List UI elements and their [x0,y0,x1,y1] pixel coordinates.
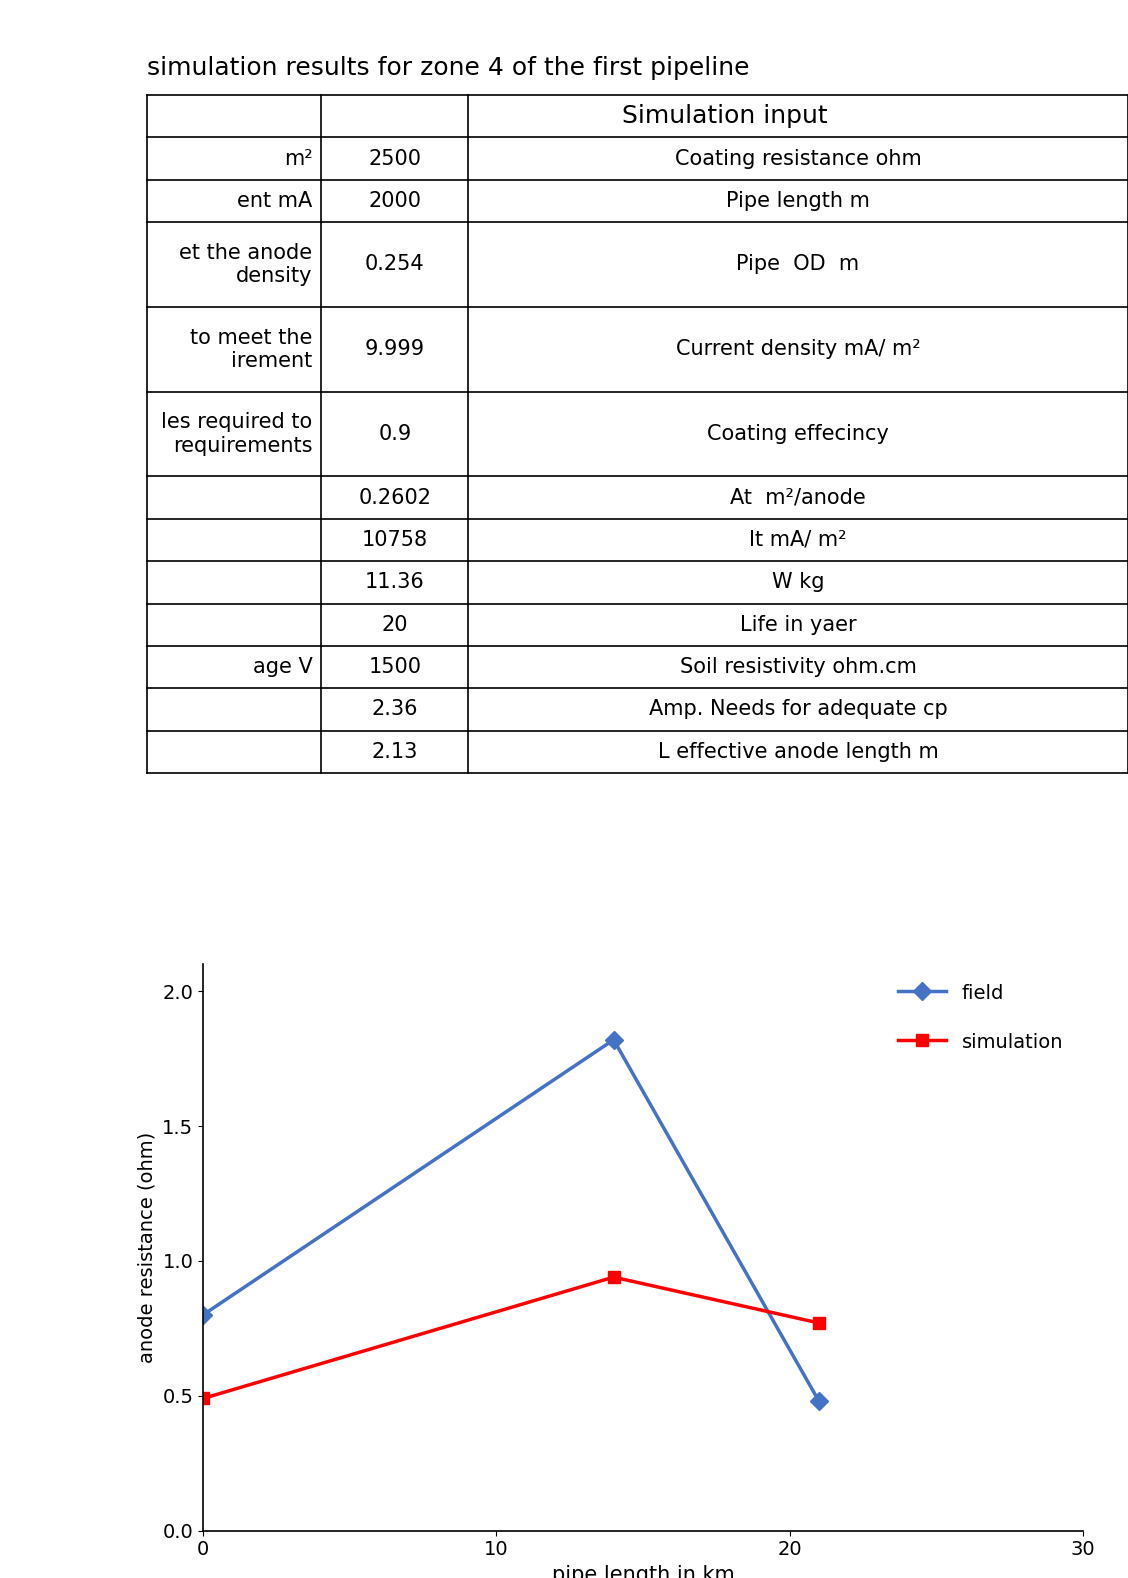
Text: Pipe length m: Pipe length m [726,191,870,211]
Text: 2.36: 2.36 [371,699,418,720]
Text: 2.13: 2.13 [371,742,418,762]
Text: Current density mA/ m²: Current density mA/ m² [676,339,920,360]
X-axis label: pipe length in km: pipe length in km [552,1565,734,1578]
Text: 0.9: 0.9 [378,424,412,443]
Text: 11.36: 11.36 [365,573,424,592]
Text: ent mA: ent mA [237,191,312,211]
Text: Simulation input: Simulation input [622,104,828,128]
Text: 10758: 10758 [362,530,428,551]
Text: W kg: W kg [772,573,825,592]
Text: age V: age V [253,656,312,677]
Text: 0.254: 0.254 [365,254,424,275]
Text: At  m²/anode: At m²/anode [730,488,866,508]
Text: L effective anode length m: L effective anode length m [658,742,938,762]
Text: Coating resistance ohm: Coating resistance ohm [675,148,922,169]
Text: 1500: 1500 [369,656,421,677]
Text: et the anode
density: et the anode density [179,243,312,286]
Text: les required to
requirements: les required to requirements [161,412,312,456]
Text: 20: 20 [381,615,408,634]
Text: Life in yaer: Life in yaer [740,615,856,634]
Text: Amp. Needs for adequate cp: Amp. Needs for adequate cp [649,699,948,720]
Text: 0.2602: 0.2602 [359,488,431,508]
Text: Coating effecincy: Coating effecincy [707,424,889,443]
Y-axis label: anode resistance (ohm): anode resistance (ohm) [138,1131,157,1363]
Text: Pipe  OD  m: Pipe OD m [737,254,860,275]
Text: 9.999: 9.999 [364,339,425,360]
Text: It mA/ m²: It mA/ m² [749,530,847,551]
Text: 2000: 2000 [369,191,421,211]
Legend: field, simulation: field, simulation [888,974,1073,1062]
Text: simulation results for zone 4 of the first pipeline: simulation results for zone 4 of the fir… [147,57,749,80]
Text: Soil resistivity ohm.cm: Soil resistivity ohm.cm [680,656,916,677]
Text: to meet the
irement: to meet the irement [191,328,312,371]
Text: 2500: 2500 [369,148,421,169]
Text: m²: m² [284,148,312,169]
